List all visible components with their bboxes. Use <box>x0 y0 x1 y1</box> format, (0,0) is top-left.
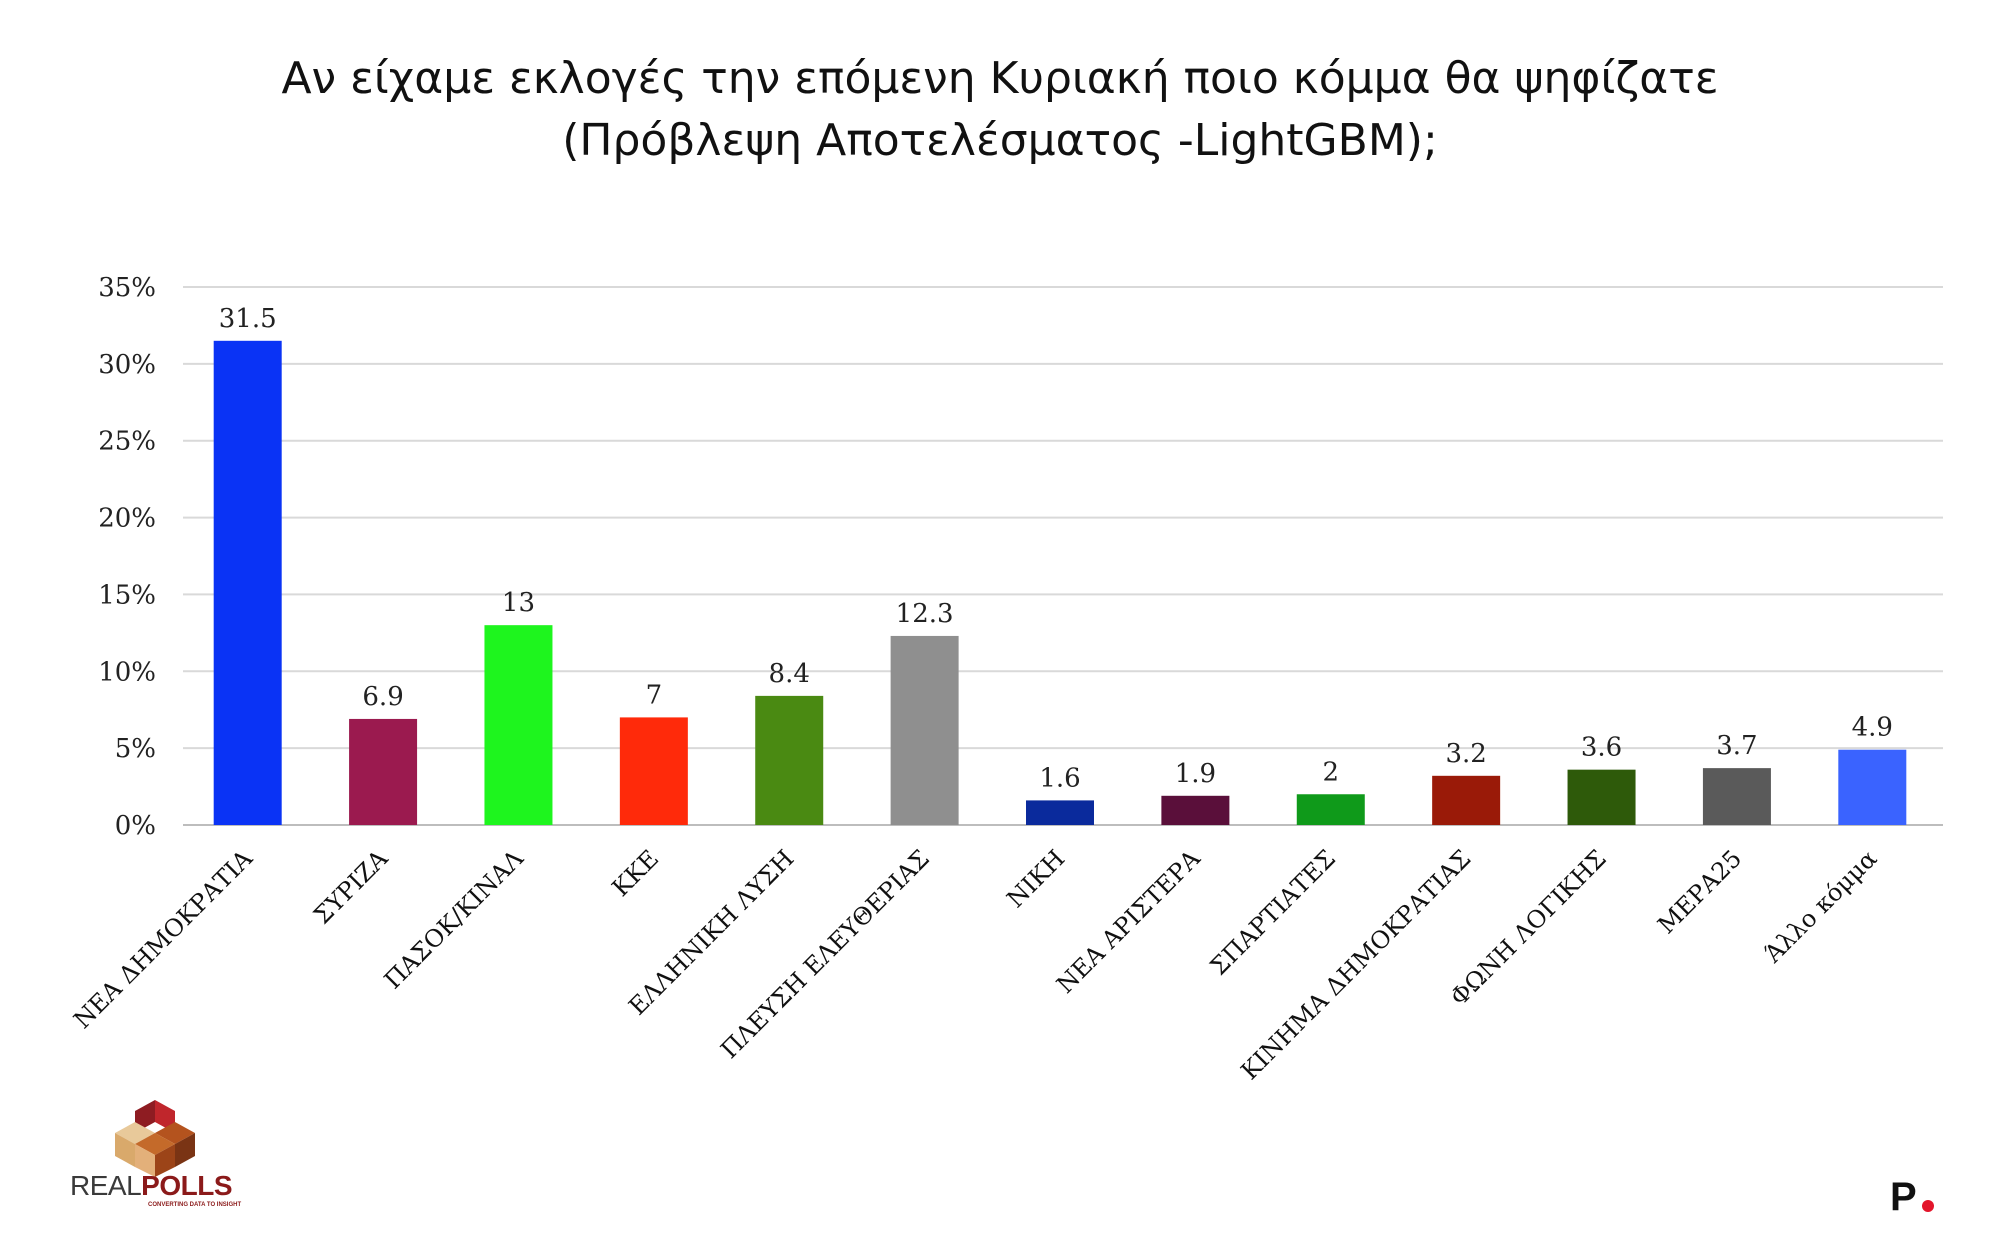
value-label: 1.6 <box>1039 763 1080 793</box>
bar <box>1161 795 1230 825</box>
value-label: 12.3 <box>896 599 954 629</box>
value-label: 3.6 <box>1581 733 1622 763</box>
chart-title-line-1: Αν είχαμε εκλογές την επόμενη Κυριακή πο… <box>281 53 1719 104</box>
y-axis-ticks: 0% 5% 10% 15% 20% 25% 30% 35% <box>98 273 156 841</box>
y-tick-label: 20% <box>98 504 156 534</box>
x-category-label: ΚΙΝΗΜΑ ΔΗΜΟΚΡΑΤΙΑΣ <box>1236 844 1477 1085</box>
value-label: 6.9 <box>362 682 403 712</box>
value-label: 8.4 <box>769 659 810 689</box>
bar <box>484 625 553 825</box>
bar <box>619 717 688 825</box>
value-label: 31.5 <box>219 304 277 334</box>
realpolls-wordmark: REALPOLLS <box>70 1170 232 1201</box>
x-category-label: ΠΑΣΟΚ/ΚΙΝΑΛ <box>379 844 529 994</box>
y-tick-label: 10% <box>98 657 156 687</box>
bar <box>1567 769 1636 825</box>
x-category-label: ΜΕΡΑ25 <box>1652 844 1747 939</box>
value-label: 4.9 <box>1852 713 1893 743</box>
y-tick-label: 35% <box>98 273 156 303</box>
chart-title: Αν είχαμε εκλογές την επόμενη Κυριακή πο… <box>0 48 2000 172</box>
p-logo-icon: P <box>1890 1175 1934 1219</box>
value-label: 3.2 <box>1445 739 1486 769</box>
value-label: 1.9 <box>1175 759 1216 789</box>
gridlines <box>183 286 1943 826</box>
bar <box>1296 794 1365 825</box>
p-mark: P <box>1890 1175 1917 1219</box>
bar <box>755 695 824 825</box>
y-tick-label: 0% <box>115 811 156 841</box>
x-category-label: ΚΚΕ <box>607 844 665 902</box>
value-label: 7 <box>646 680 663 710</box>
y-tick-label: 30% <box>98 350 156 380</box>
x-category-label: ΣΥΡΙΖΑ <box>308 844 394 930</box>
x-category-label: ΣΠΑΡΤΙΑΤΕΣ <box>1205 844 1341 980</box>
chart-title-line-2: (Πρόβλεψη Αποτελέσματος -LightGBM); <box>562 115 1438 166</box>
bar <box>1702 768 1771 825</box>
bar <box>1026 800 1094 825</box>
value-labels: 31.5 6.9 13 7 8.4 12.3 1.6 1.9 2 3.2 3.6 3.7 4.9 <box>219 304 1893 794</box>
bar <box>1432 775 1501 825</box>
y-tick-label: 15% <box>98 580 156 610</box>
y-tick-label: 5% <box>115 734 156 764</box>
realpolls-tagline: CONVERTING DATA TO INSIGHT <box>148 1202 242 1208</box>
bars <box>213 340 1907 825</box>
bar <box>1838 749 1907 825</box>
x-category-label: ΝΙΚΗ <box>1001 844 1070 913</box>
x-category-label: ΝΕΑ ΑΡΙΣΤΕΡΑ <box>1051 844 1206 999</box>
value-label: 13 <box>502 588 535 618</box>
value-label: 2 <box>1322 757 1339 787</box>
bar <box>213 340 282 825</box>
x-category-label: ΝΕΑ ΔΗΜΟΚΡΑΤΙΑ <box>68 844 258 1034</box>
realpolls-logo-icon <box>115 1100 195 1177</box>
x-category-label: Άλλο κόμμα <box>1758 844 1882 968</box>
bar <box>349 718 418 825</box>
bar <box>890 635 959 825</box>
value-label: 3.7 <box>1716 731 1757 761</box>
y-tick-label: 25% <box>98 427 156 457</box>
